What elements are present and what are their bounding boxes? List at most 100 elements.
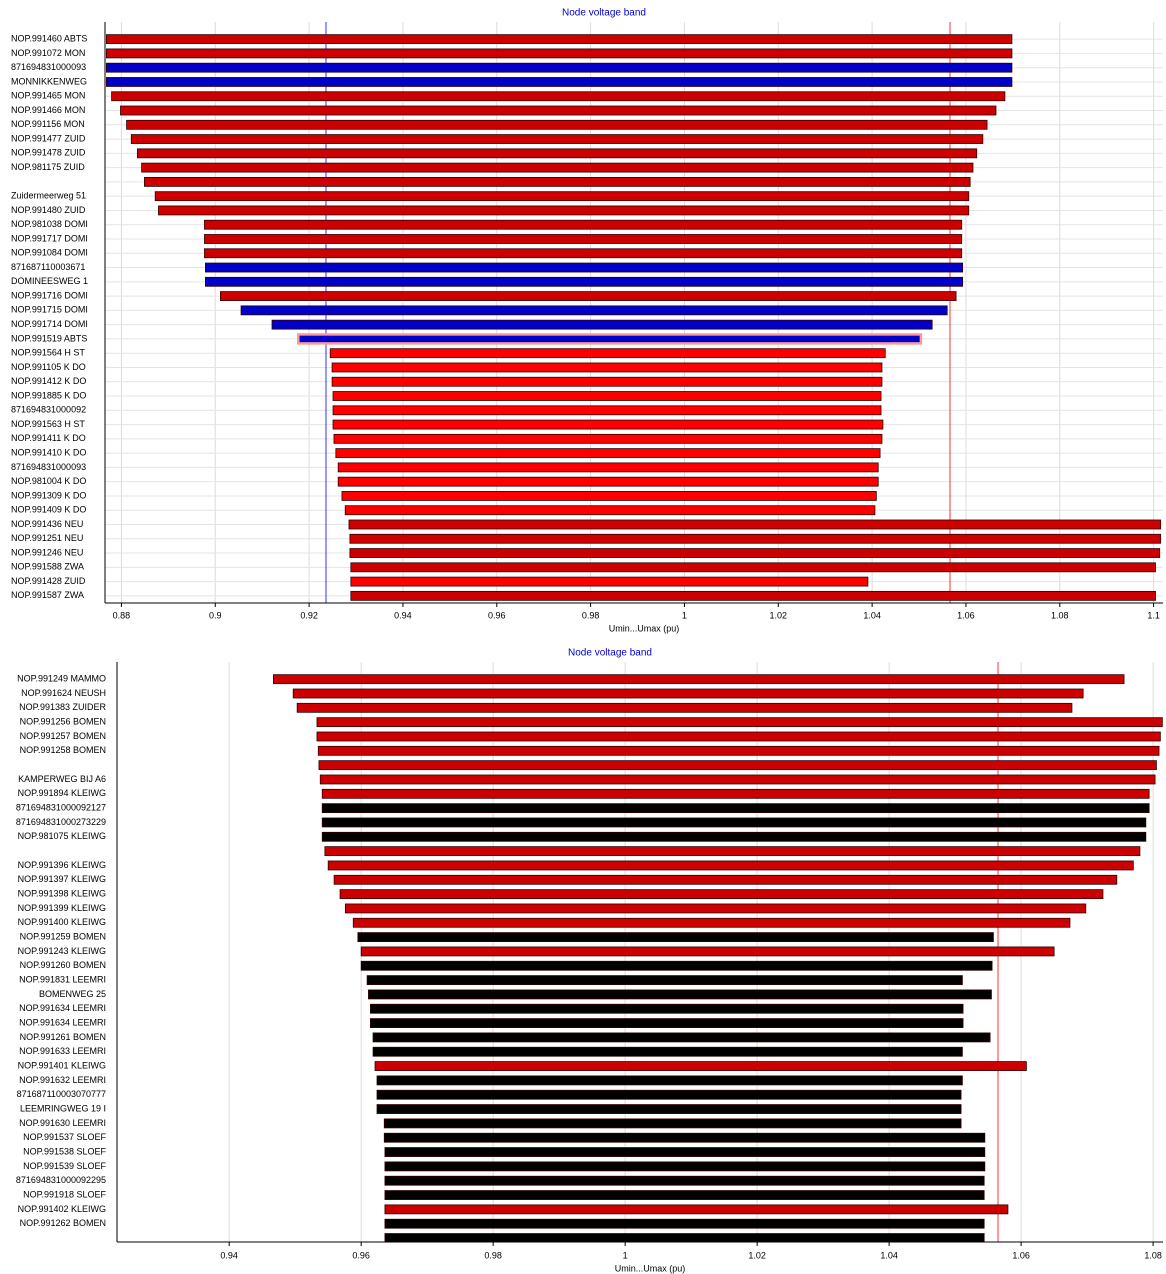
row-label: NOP.991383 ZUIDER bbox=[19, 702, 106, 712]
row-label: NOP.991261 BOMEN bbox=[20, 1032, 106, 1042]
range-bar bbox=[321, 803, 1150, 814]
range-bar bbox=[136, 148, 978, 159]
row-label: NOP.991715 DOMI bbox=[11, 305, 88, 315]
range-bar bbox=[352, 917, 1071, 928]
row-label: NOP.991624 NEUSH bbox=[21, 688, 106, 698]
range-bar bbox=[331, 376, 883, 387]
range-bar bbox=[106, 48, 1013, 59]
row-label: NOP.991105 K DO bbox=[11, 362, 86, 372]
range-bar bbox=[316, 717, 1163, 728]
x-tick-label: 0.98 bbox=[484, 1250, 502, 1260]
range-bar bbox=[372, 1032, 991, 1043]
row-label: NOP.981038 DOMI bbox=[11, 219, 88, 229]
row-label: NOP.991466 MON bbox=[11, 105, 85, 115]
chart-title: Node voltage band bbox=[562, 8, 646, 19]
row-label: NOP.991251 NEU bbox=[11, 533, 83, 543]
x-tick-label: 0.94 bbox=[220, 1250, 238, 1260]
row-label: NOP.991918 SLOEF bbox=[23, 1189, 106, 1199]
row-label: NOP.991537 SLOEF bbox=[23, 1132, 106, 1142]
range-bar bbox=[383, 1118, 962, 1129]
row-label: NOP.991412 K DO bbox=[11, 376, 86, 386]
x-tick-label: 1.08 bbox=[1051, 610, 1069, 620]
range-bar bbox=[321, 831, 1147, 842]
x-tick-label: 0.98 bbox=[582, 610, 600, 620]
plot bbox=[228, 662, 1163, 1242]
row-label: NOP.991436 NEU bbox=[11, 519, 83, 529]
row-label: NOP.991831 LEEMRI bbox=[19, 974, 106, 984]
range-bar bbox=[106, 77, 1013, 87]
range-bar bbox=[220, 291, 957, 301]
range-bar bbox=[332, 419, 884, 430]
row-label: NOP.991156 MON bbox=[11, 119, 85, 129]
row-label: NOP.991249 MAMMO bbox=[17, 674, 106, 684]
range-bar bbox=[350, 562, 1156, 573]
row-label: NOP.991246 NEU bbox=[11, 547, 83, 557]
row-label: NOP.991716 DOMI bbox=[11, 290, 88, 300]
range-bar bbox=[333, 433, 883, 444]
x-tick-label: 1.02 bbox=[770, 610, 788, 620]
range-bar bbox=[324, 846, 1141, 857]
range-bar bbox=[349, 533, 1162, 544]
range-bar bbox=[141, 162, 974, 173]
range-bar bbox=[384, 1175, 985, 1186]
range-bar bbox=[130, 134, 984, 144]
range-bar bbox=[384, 1147, 986, 1157]
x-tick-label: 0.9 bbox=[209, 610, 222, 620]
range-bar bbox=[271, 319, 933, 330]
range-bar bbox=[319, 774, 1156, 785]
range-bar bbox=[316, 731, 1161, 742]
row-label: 871694831000092127 bbox=[16, 803, 106, 813]
range-bar bbox=[339, 889, 1104, 900]
row-label: 871687110003671 bbox=[11, 262, 85, 272]
range-bar bbox=[370, 1003, 964, 1014]
range-bar bbox=[317, 745, 1160, 756]
range-bar bbox=[111, 91, 1006, 102]
range-bar bbox=[154, 191, 970, 202]
row-label: NOP.991587 ZWA bbox=[11, 590, 84, 600]
row-label: 871687110003070777 bbox=[17, 1089, 106, 1099]
row-label: NOP.991259 BOMEN bbox=[20, 931, 106, 941]
row-label: NOP.991260 BOMEN bbox=[20, 960, 106, 970]
range-bar bbox=[327, 860, 1134, 871]
x-tick-label: 0.96 bbox=[488, 610, 506, 620]
row-label: NOP.991477 ZUID bbox=[11, 133, 86, 143]
range-bar bbox=[292, 688, 1084, 699]
row-label: NOP.991465 MON bbox=[11, 91, 85, 101]
range-bar bbox=[368, 989, 992, 1000]
plot bbox=[105, 22, 1163, 603]
row-label: NOP.991563 H ST bbox=[11, 419, 85, 429]
range-bar bbox=[333, 874, 1118, 885]
x-tick-label: 1 bbox=[623, 1250, 628, 1260]
row-label: NOP.991632 LEEMRI bbox=[19, 1075, 106, 1085]
row-label: MONNIKKENWEG bbox=[11, 76, 87, 86]
range-bar bbox=[205, 262, 964, 273]
row-label: NOP.991084 DOMI bbox=[11, 248, 88, 258]
range-bar bbox=[318, 760, 1157, 771]
row-label: NOP.991460 ABTS bbox=[11, 34, 87, 44]
range-bar bbox=[360, 960, 993, 971]
row-label: NOP.991634 LEEMRI bbox=[19, 1003, 106, 1013]
row-label: NOP.991256 BOMEN bbox=[20, 717, 106, 727]
range-bar bbox=[384, 1233, 985, 1242]
range-bar bbox=[372, 1046, 963, 1057]
range-bar bbox=[329, 348, 886, 359]
range-bar bbox=[337, 462, 879, 473]
range-bar bbox=[384, 1161, 986, 1172]
range-bar bbox=[384, 1190, 985, 1200]
range-bar bbox=[321, 788, 1150, 799]
x-axis-label: Umin...Umax (pu) bbox=[609, 623, 680, 633]
row-label: NOP.991519 ABTS bbox=[11, 333, 87, 343]
range-bar bbox=[344, 903, 1087, 914]
range-bar bbox=[350, 576, 869, 587]
row-label: NOP.991478 ZUID bbox=[11, 148, 86, 158]
row-label: NOP.981075 KLEIWG bbox=[18, 831, 106, 841]
x-tick-label: 1.08 bbox=[1144, 1250, 1162, 1260]
row-label: NOP.991633 LEEMRI bbox=[19, 1046, 106, 1056]
range-bar bbox=[332, 405, 882, 416]
row-label: 871694831000092 bbox=[11, 405, 86, 415]
range-bar bbox=[296, 702, 1073, 713]
row-label: NOP.991714 DOMI bbox=[11, 319, 88, 329]
range-bar bbox=[332, 391, 882, 401]
row-label: NOP.991564 H ST bbox=[11, 348, 85, 358]
